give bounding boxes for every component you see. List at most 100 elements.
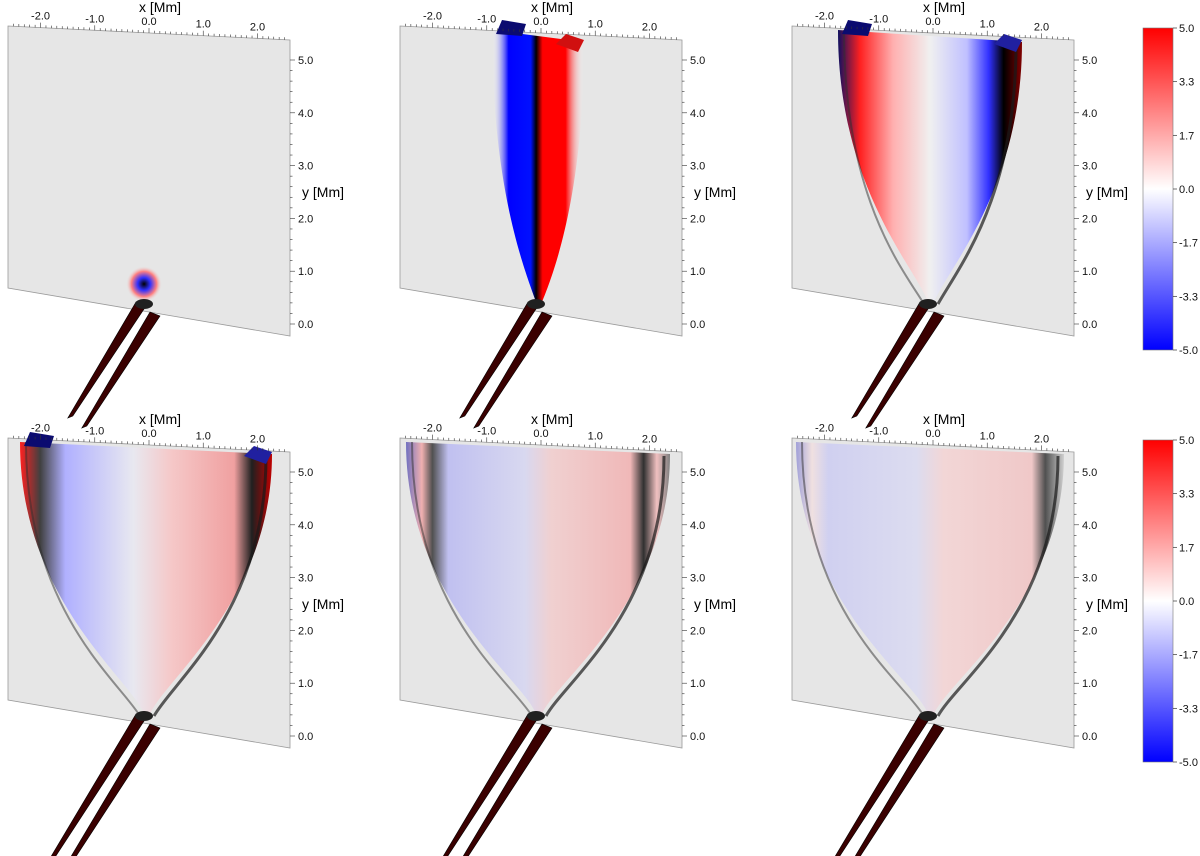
y-tick-label: 3.0 bbox=[298, 573, 313, 585]
y-tick-label: 1.0 bbox=[690, 266, 705, 278]
field-blob bbox=[126, 266, 162, 302]
x-tick-label: -2.0 bbox=[815, 11, 834, 23]
x-axis-title: x [Mm] bbox=[923, 0, 965, 15]
x-tick-label: -1.0 bbox=[85, 425, 104, 437]
x-tick-label: -1.0 bbox=[477, 425, 496, 437]
y-tick-label: 1.0 bbox=[1082, 266, 1097, 278]
y-tick-label: 0.0 bbox=[690, 319, 705, 331]
y-tick-label: 5.0 bbox=[1082, 55, 1097, 67]
colorbar-tick-label: 0.0 bbox=[1179, 596, 1194, 608]
flux-tube-1 bbox=[50, 713, 147, 856]
colorbar-row-1: 5.0 3.3 1.7 0.0 -1.7 -3.3 -5.0 bbox=[1142, 23, 1198, 357]
sheet-edge-left bbox=[801, 441, 925, 717]
sheet-edge-left bbox=[25, 441, 141, 717]
y-axis-title: y [Mm] bbox=[694, 596, 736, 612]
colorbar-tick-label: -1.7 bbox=[1179, 650, 1198, 662]
y-tick-label: 0.0 bbox=[298, 319, 313, 331]
colorbar-tick-label: 3.3 bbox=[1179, 77, 1194, 89]
colorbar-tick-label: 0.0 bbox=[1179, 184, 1194, 196]
sheet-edge-right bbox=[936, 43, 1018, 305]
sheet-fold-right bbox=[994, 34, 1022, 52]
y-tick-label: 3.0 bbox=[690, 161, 705, 173]
flux-tube-2 bbox=[462, 723, 553, 856]
x-tick-label: -2.0 bbox=[423, 423, 442, 435]
y-tick-label: 2.0 bbox=[690, 213, 705, 225]
x-tick-label: 2.0 bbox=[642, 21, 657, 33]
x-tick-label: 0.0 bbox=[533, 428, 548, 440]
colorbar-tick-label: 5.0 bbox=[1179, 23, 1194, 35]
x-tick-label: -2.0 bbox=[423, 11, 442, 23]
x-tick-label: 0.0 bbox=[141, 428, 156, 440]
y-tick-label: 3.0 bbox=[690, 573, 705, 585]
sheet-fold-left bbox=[24, 432, 54, 448]
y-axis-title: y [Mm] bbox=[694, 184, 736, 200]
panel-2-2: -2.0 -1.0 0.0 1.0 2.0x [Mm]0.01.02.03.04.05.… bbox=[399, 411, 736, 856]
x-tick-label: 2.0 bbox=[1034, 433, 1049, 445]
flux-tube-neck bbox=[919, 711, 937, 721]
y-tick-label: 5.0 bbox=[298, 467, 313, 479]
x-tick-label: 0.0 bbox=[141, 16, 156, 28]
sheet-edge-left bbox=[843, 29, 925, 305]
flux-tube-neck bbox=[135, 299, 153, 309]
sheet-edge-right bbox=[152, 455, 268, 717]
y-tick-label: 5.0 bbox=[1082, 467, 1097, 479]
y-tick-label: 2.0 bbox=[298, 213, 313, 225]
colorbar-tick-label: -3.3 bbox=[1179, 703, 1198, 715]
x-axis-title: x [Mm] bbox=[531, 411, 573, 427]
sheet-edge-right bbox=[936, 455, 1060, 717]
x-axis-title: x [Mm] bbox=[139, 411, 181, 427]
field-surface bbox=[406, 442, 670, 714]
colorbar-row-2: 5.0 3.3 1.7 0.0 -1.7 -3.3 -5.0 bbox=[1142, 435, 1198, 769]
x-tick-label: 0.0 bbox=[533, 16, 548, 28]
colorbar-tick-label: -5.0 bbox=[1179, 345, 1198, 357]
panel-1-3: -2.0 -1.0 0.0 1.0 2.0x [Mm]0.01.02.03.04.05.… bbox=[791, 0, 1128, 429]
y-tick-label: 5.0 bbox=[690, 55, 705, 67]
x-tick-label: 1.0 bbox=[588, 19, 603, 31]
field-surface bbox=[20, 442, 272, 714]
sheet-edge-left bbox=[411, 441, 533, 717]
flux-tube-1 bbox=[442, 713, 539, 856]
panel-1-1: -2.0 -1.0 0.0 1.0 2.0x [Mm]0.01.02.03.04.05.… bbox=[7, 0, 344, 429]
x-tick-label: -1.0 bbox=[869, 425, 888, 437]
y-tick-label: 3.0 bbox=[298, 161, 313, 173]
colorbar-tick-label: -3.3 bbox=[1179, 291, 1198, 303]
sheet-fold-left bbox=[496, 20, 526, 36]
colorbar bbox=[1142, 27, 1174, 351]
x-tick-label: 2.0 bbox=[250, 21, 265, 33]
flux-tube-neck bbox=[919, 299, 937, 309]
colorbar-tick-label: 3.3 bbox=[1179, 489, 1194, 501]
y-tick-label: 5.0 bbox=[298, 55, 313, 67]
y-tick-label: 4.0 bbox=[690, 520, 705, 532]
flux-tube-2 bbox=[854, 723, 945, 856]
panel-2-3: -2.0 -1.0 0.0 1.0 2.0x [Mm]0.01.02.03.04.05.… bbox=[791, 411, 1128, 856]
colorbar-tick-label: 5.0 bbox=[1179, 435, 1194, 447]
sheet-fold-right bbox=[244, 446, 272, 464]
flux-tube-1 bbox=[851, 301, 931, 419]
y-tick-label: 3.0 bbox=[1082, 573, 1097, 585]
y-tick-label: 5.0 bbox=[690, 467, 705, 479]
x-tick-label: -2.0 bbox=[31, 11, 50, 23]
y-tick-label: 4.0 bbox=[1082, 108, 1097, 120]
field-surface bbox=[492, 30, 584, 302]
x-tick-label: -1.0 bbox=[85, 13, 104, 25]
y-axis-title: y [Mm] bbox=[302, 184, 344, 200]
field-surface bbox=[796, 442, 1064, 714]
colorbar bbox=[1142, 439, 1174, 763]
x-tick-label: -1.0 bbox=[477, 13, 496, 25]
y-tick-label: 4.0 bbox=[690, 108, 705, 120]
x-tick-label: 0.0 bbox=[925, 428, 940, 440]
colorbar-tick-label: -1.7 bbox=[1179, 238, 1198, 250]
flux-tube-neck bbox=[135, 711, 153, 721]
x-tick-label: 1.0 bbox=[980, 19, 995, 31]
y-tick-label: 1.0 bbox=[1082, 678, 1097, 690]
y-tick-label: 4.0 bbox=[1082, 520, 1097, 532]
y-tick-label: 0.0 bbox=[1082, 319, 1097, 331]
field-surface bbox=[838, 30, 1022, 302]
x-tick-label: 2.0 bbox=[1034, 21, 1049, 33]
slice-plane bbox=[7, 25, 291, 337]
y-tick-label: 0.0 bbox=[1082, 731, 1097, 743]
x-axis-title: x [Mm] bbox=[531, 0, 573, 15]
sheet-edge-right bbox=[544, 455, 666, 717]
x-axis-title: x [Mm] bbox=[139, 0, 181, 15]
